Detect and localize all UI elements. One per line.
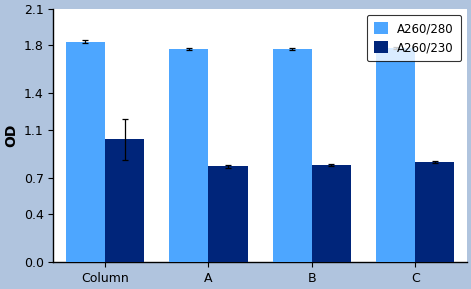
- Bar: [209, 166, 248, 262]
- Legend: A260/280, A260/230: A260/280, A260/230: [366, 15, 461, 61]
- Bar: [273, 49, 312, 262]
- Bar: [376, 48, 415, 262]
- Bar: [105, 139, 145, 262]
- Y-axis label: OD: OD: [4, 124, 18, 147]
- Bar: [415, 162, 455, 262]
- Bar: [66, 42, 105, 262]
- Bar: [312, 165, 351, 262]
- Bar: [169, 49, 209, 262]
